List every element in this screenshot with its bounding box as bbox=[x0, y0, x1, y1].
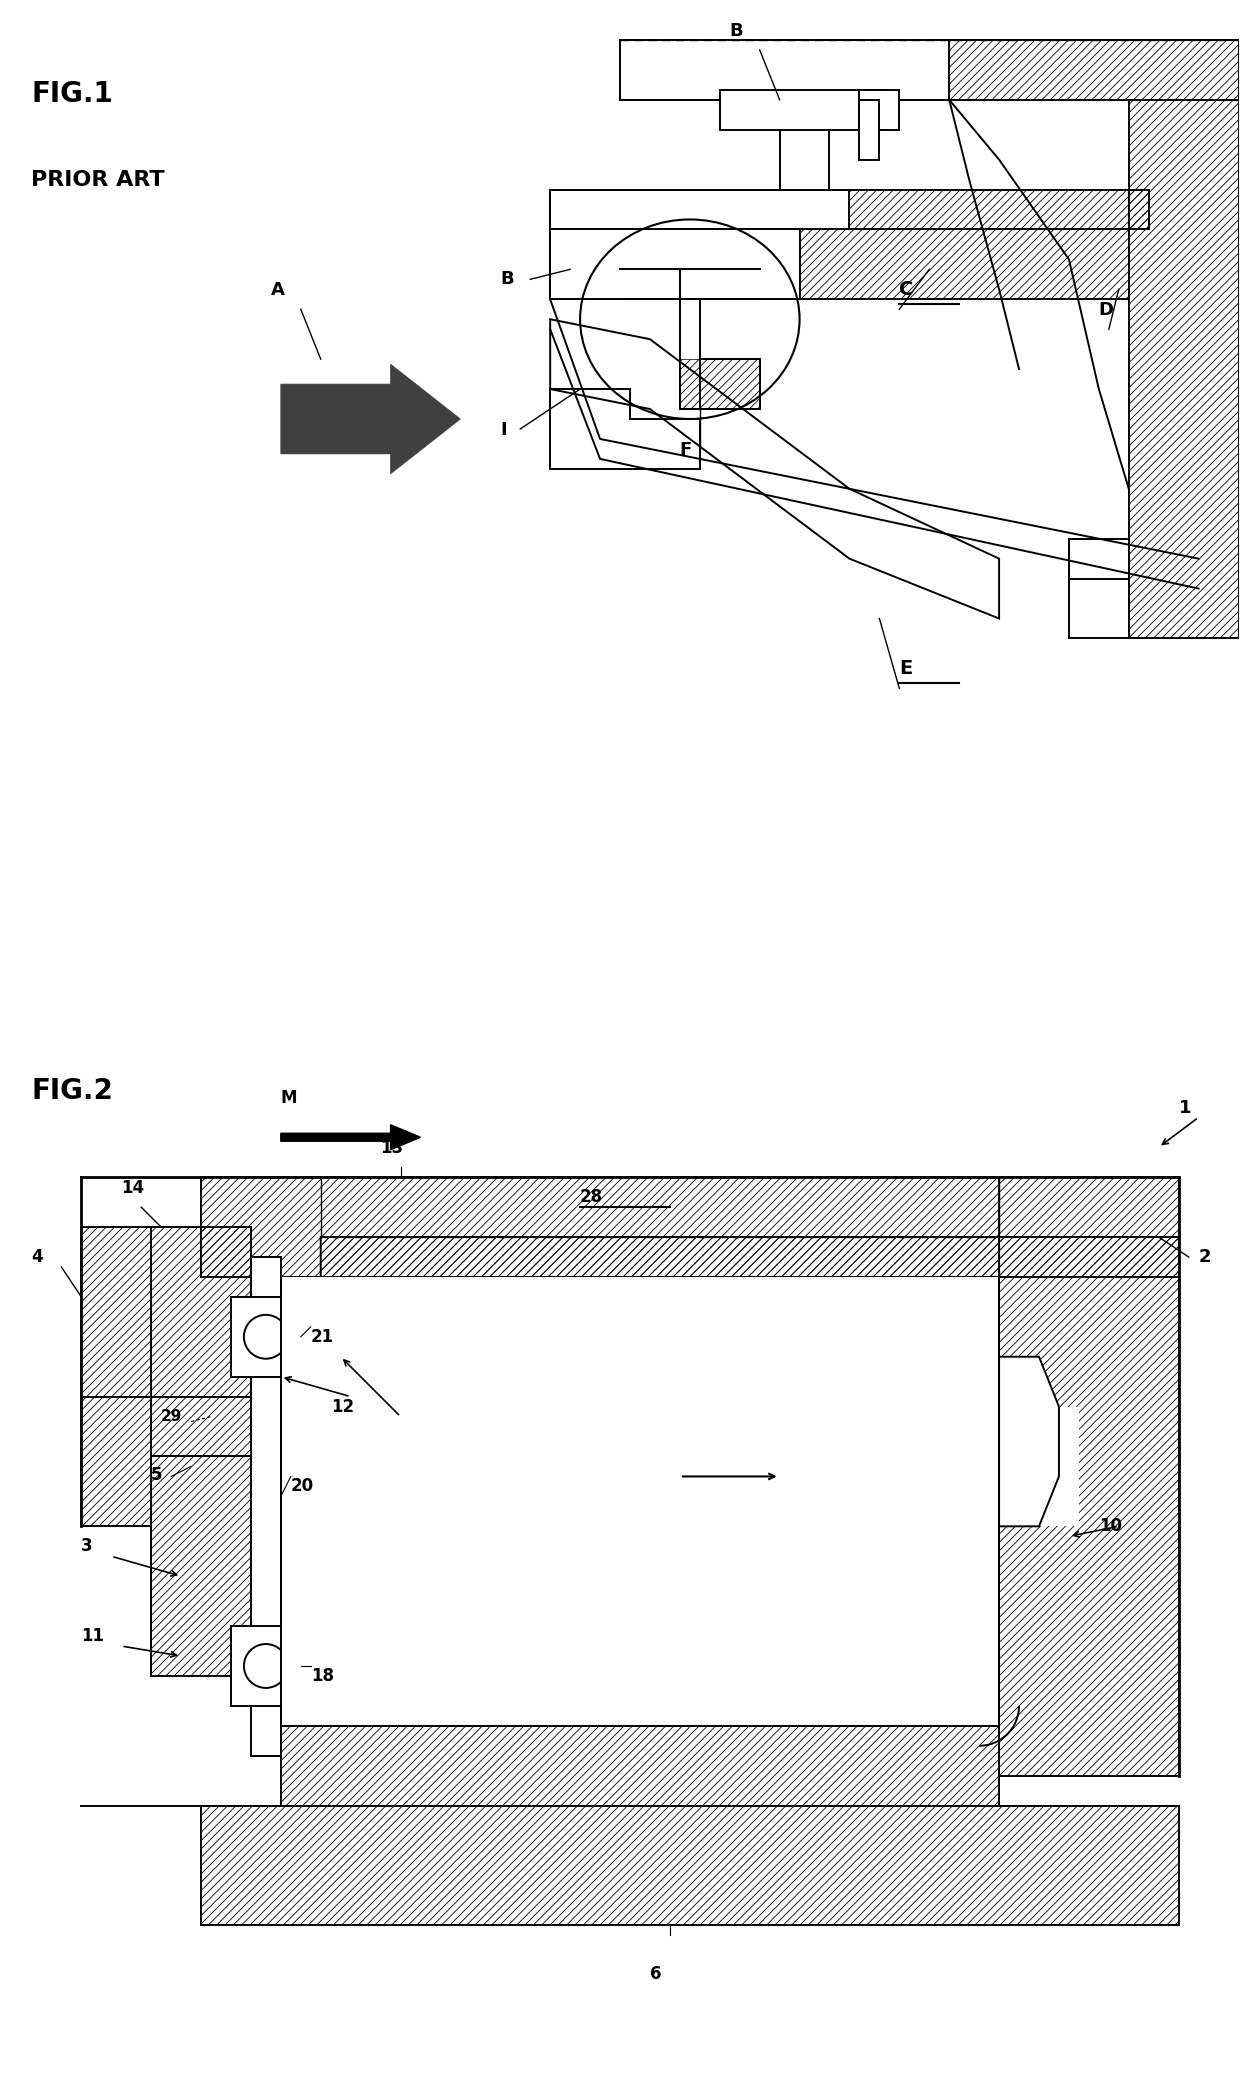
Bar bbox=[250, 1257, 280, 1755]
Bar bbox=[859, 100, 879, 160]
Bar bbox=[949, 39, 1239, 100]
Bar bbox=[151, 1457, 250, 1677]
Text: F: F bbox=[680, 440, 692, 459]
Bar bbox=[1128, 100, 1239, 639]
Text: FIG.1: FIG.1 bbox=[31, 79, 113, 108]
Text: 1: 1 bbox=[1179, 1100, 1192, 1116]
Text: 10: 10 bbox=[1099, 1517, 1122, 1536]
Text: M: M bbox=[280, 1089, 298, 1108]
Bar bbox=[82, 1226, 151, 1527]
FancyArrow shape bbox=[280, 363, 460, 473]
Bar bbox=[201, 1177, 1179, 1276]
Text: 13: 13 bbox=[381, 1139, 404, 1158]
Text: FIG.2: FIG.2 bbox=[31, 1077, 113, 1106]
Bar bbox=[1069, 540, 1128, 579]
Text: B: B bbox=[729, 23, 743, 39]
Bar bbox=[780, 100, 830, 189]
Text: 18: 18 bbox=[311, 1666, 334, 1685]
Text: 2: 2 bbox=[1199, 1247, 1211, 1266]
Bar bbox=[280, 1726, 999, 1805]
Text: 14: 14 bbox=[122, 1179, 144, 1197]
Bar bbox=[719, 89, 889, 129]
Text: 28: 28 bbox=[580, 1189, 603, 1206]
Text: E: E bbox=[899, 660, 913, 679]
Bar bbox=[859, 89, 899, 129]
Text: 12: 12 bbox=[331, 1399, 353, 1415]
Text: 5: 5 bbox=[151, 1467, 162, 1484]
Bar bbox=[620, 39, 1239, 100]
Bar bbox=[1069, 540, 1128, 639]
Text: 21: 21 bbox=[311, 1328, 334, 1347]
Bar bbox=[999, 1407, 1079, 1527]
Text: 4: 4 bbox=[31, 1247, 43, 1266]
Text: C: C bbox=[899, 280, 914, 299]
Bar bbox=[280, 1276, 999, 1726]
Text: 6: 6 bbox=[650, 1965, 661, 1984]
Bar bbox=[680, 359, 760, 409]
Circle shape bbox=[244, 1643, 288, 1687]
Bar bbox=[231, 1297, 301, 1376]
Text: 11: 11 bbox=[82, 1627, 104, 1645]
Bar bbox=[551, 189, 1148, 230]
Bar bbox=[151, 1396, 250, 1457]
Text: 20: 20 bbox=[291, 1477, 314, 1496]
Bar bbox=[551, 230, 1128, 299]
FancyArrow shape bbox=[280, 1125, 420, 1150]
Text: B: B bbox=[500, 270, 513, 288]
Text: PRIOR ART: PRIOR ART bbox=[31, 170, 165, 189]
Text: D: D bbox=[1099, 301, 1114, 320]
Text: 29: 29 bbox=[161, 1409, 182, 1423]
Bar bbox=[551, 189, 849, 230]
Polygon shape bbox=[999, 1357, 1059, 1527]
Bar bbox=[551, 230, 800, 299]
Text: 3: 3 bbox=[82, 1538, 93, 1556]
Bar bbox=[231, 1627, 301, 1706]
Bar bbox=[201, 1805, 1179, 1926]
Bar bbox=[151, 1226, 250, 1396]
Circle shape bbox=[244, 1316, 288, 1359]
Text: A: A bbox=[270, 282, 285, 299]
Text: I: I bbox=[500, 421, 507, 440]
